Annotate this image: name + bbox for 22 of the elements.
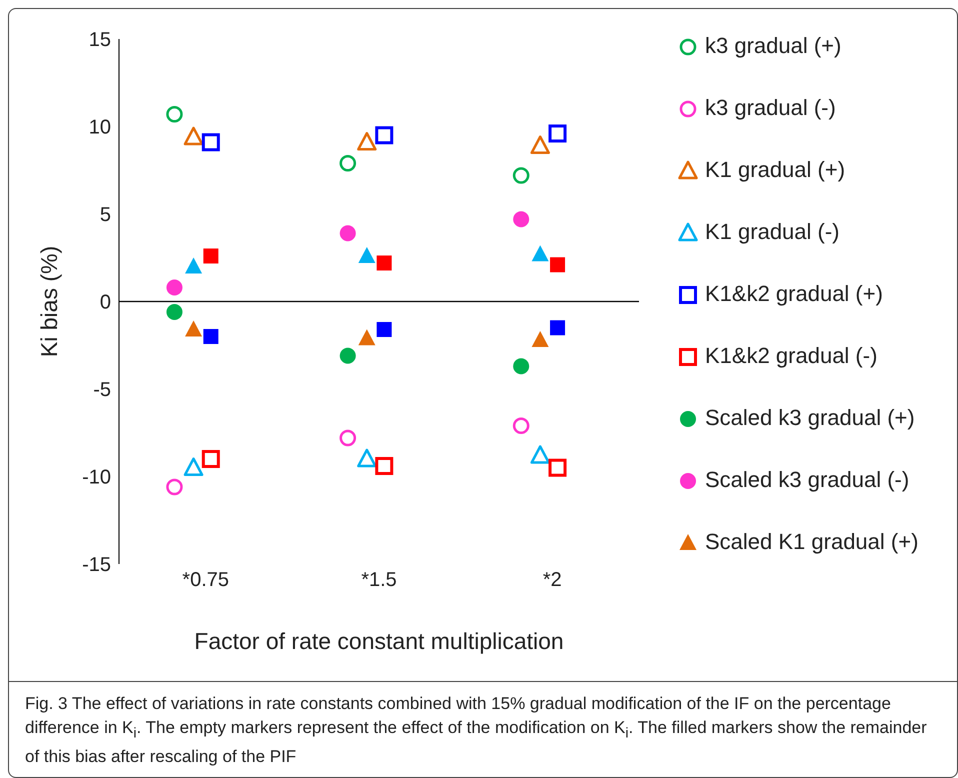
legend-label: K1&k2 gradual (-) [705, 343, 878, 369]
text: Fig. 3 The effect of variations in rate constants combined with 15% gradual modification of the IF on the percentage difference in K$_{i}$. The empty markers represent the effect of the modification on K$_{i}$. The filled markers show the remainder of this bias after rescaling of the PIF [25, 694, 927, 766]
y-tick-label: 5 [100, 204, 111, 226]
x-tick-label: *0.75 [182, 569, 230, 592]
y-tick-label: 10 [88, 116, 111, 139]
legend-label: Scaled K1 gradual (+) [705, 529, 918, 555]
legend-label: k3 gradual (+) [705, 33, 842, 59]
y-axis-title: Ki bias (%) [36, 246, 62, 358]
legend-label: k3 gradual (-) [705, 95, 836, 121]
y-tick-label: 0 [100, 292, 111, 314]
legend-label: Scaled k3 gradual (+) [705, 405, 915, 431]
y-tick-label: -10 [82, 466, 111, 489]
y-tick-label: 15 [88, 29, 111, 52]
legend-label: Scaled k3 gradual (-) [705, 467, 910, 493]
legend-label: K1 gradual (-) [705, 219, 840, 245]
legend-label: K1&k2 gradual (+) [705, 281, 883, 307]
legend-label: K1 gradual (+) [705, 157, 846, 183]
y-tick-label: -5 [93, 379, 111, 402]
x-axis-title: Factor of rate constant multiplication [194, 628, 564, 654]
y-tick-label: -15 [82, 554, 111, 576]
x-tick-label: *1.5 [361, 569, 397, 592]
x-tick-label: *2 [542, 569, 562, 592]
